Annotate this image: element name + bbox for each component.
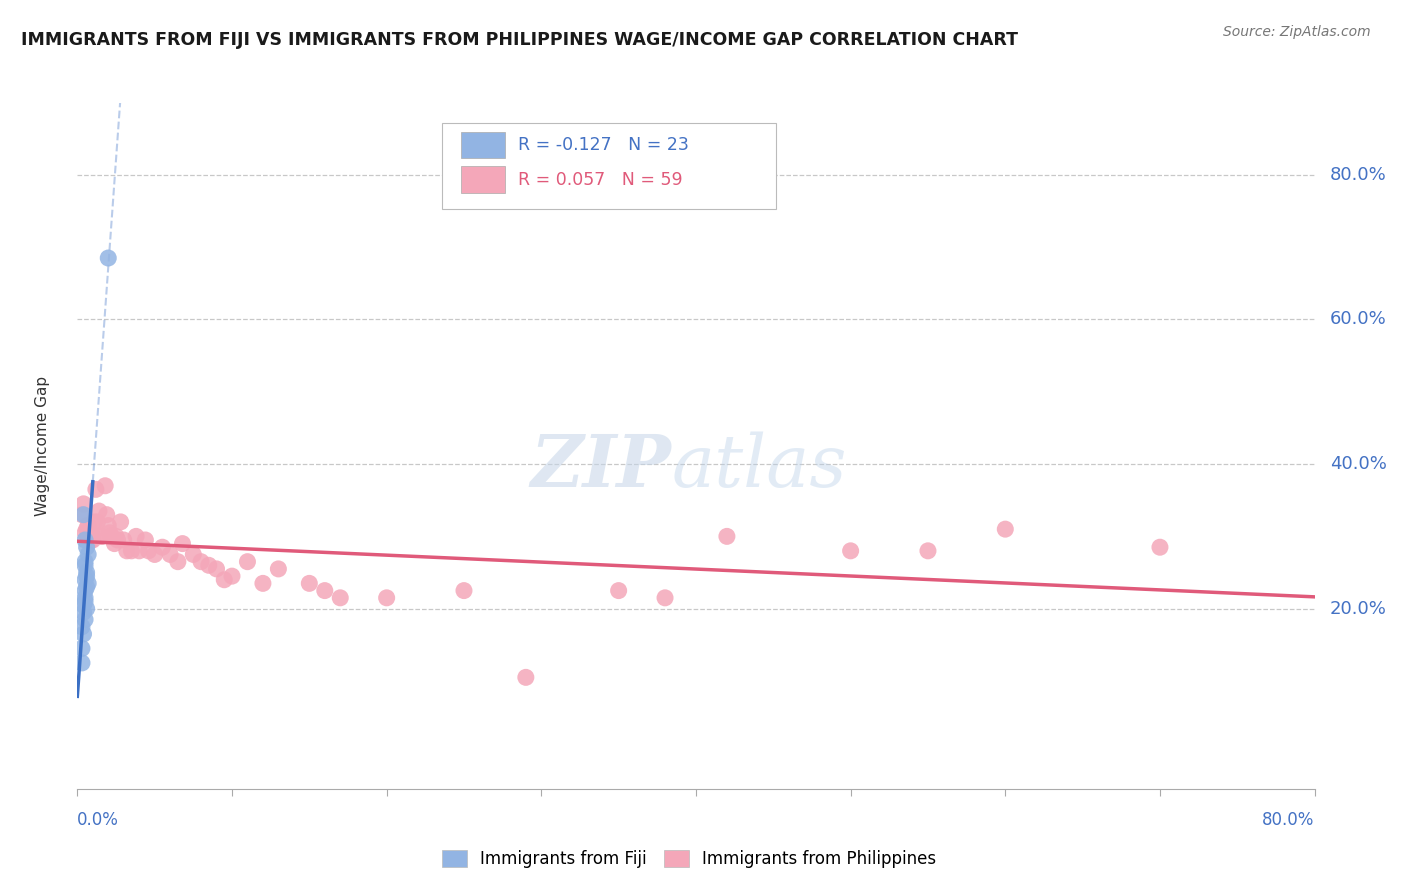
Point (75, 533, 96, 547)
Point (252, 576, 274, 591)
Point (607, 583, 630, 598)
FancyBboxPatch shape (461, 166, 505, 193)
Point (125, 529, 148, 543)
Text: IMMIGRANTS FROM FIJI VS IMMIGRANTS FROM PHILIPPINES WAGE/INCOME GAP CORRELATION : IMMIGRANTS FROM FIJI VS IMMIGRANTS FROM … (21, 31, 1018, 49)
Point (107, 533, 129, 547)
Point (221, 569, 243, 583)
FancyBboxPatch shape (461, 131, 505, 158)
Point (143, 548, 166, 562)
Text: R = 0.057   N = 59: R = 0.057 N = 59 (517, 170, 682, 188)
Point (97, 251, 120, 265)
Point (94, 479, 117, 493)
Point (75, 583, 96, 598)
Point (1149, 540, 1171, 554)
Point (103, 536, 125, 550)
Point (214, 573, 236, 587)
Point (138, 544, 160, 558)
Point (80, 533, 103, 547)
Text: ZIP: ZIP (530, 431, 671, 502)
Point (716, 529, 738, 543)
Point (82, 529, 104, 543)
Point (70, 641, 93, 656)
Point (205, 562, 228, 576)
Point (72, 627, 94, 641)
Point (183, 548, 205, 562)
Point (72, 605, 94, 619)
Point (167, 555, 190, 569)
Point (75, 613, 96, 627)
Legend: Immigrants from Fiji, Immigrants from Philippines: Immigrants from Fiji, Immigrants from Ph… (436, 843, 942, 875)
Point (82, 533, 104, 547)
Point (72, 497, 94, 511)
Text: 80.0%: 80.0% (1263, 811, 1315, 829)
Point (198, 558, 221, 573)
Point (72, 598, 94, 612)
Point (76, 580, 98, 594)
Point (70, 508, 93, 522)
Point (112, 533, 135, 547)
Point (75, 555, 96, 569)
Point (75, 558, 96, 573)
Point (172, 536, 194, 550)
Point (76, 540, 98, 554)
Point (917, 544, 939, 558)
Text: atlas: atlas (671, 432, 846, 502)
Point (96, 508, 118, 522)
FancyBboxPatch shape (443, 123, 776, 209)
Point (86, 515, 108, 529)
Point (375, 591, 398, 605)
Point (515, 670, 537, 684)
Point (134, 533, 156, 547)
Point (79, 525, 101, 540)
Text: 60.0%: 60.0% (1330, 310, 1386, 328)
Point (83, 515, 105, 529)
Point (128, 544, 150, 558)
Point (453, 583, 475, 598)
Point (298, 576, 321, 591)
Point (75, 573, 96, 587)
Point (77, 576, 100, 591)
Point (76, 601, 98, 615)
Text: 40.0%: 40.0% (1330, 455, 1386, 473)
Point (87, 504, 110, 518)
Point (77, 529, 100, 543)
Point (121, 544, 143, 558)
Point (84, 483, 107, 497)
Text: 80.0%: 80.0% (1330, 166, 1386, 184)
Point (115, 544, 138, 558)
Point (839, 544, 862, 558)
Text: Source: ZipAtlas.com: Source: ZipAtlas.com (1223, 25, 1371, 39)
Point (90, 529, 111, 543)
Point (70, 656, 93, 670)
Point (70, 620, 93, 634)
Point (76, 569, 98, 583)
Point (190, 555, 212, 569)
Point (314, 583, 336, 598)
Text: Wage/Income Gap: Wage/Income Gap (35, 376, 51, 516)
Point (159, 548, 181, 562)
Point (72, 508, 94, 522)
Point (654, 591, 676, 605)
Point (75, 525, 96, 540)
Point (105, 529, 127, 543)
Text: R = -0.127   N = 23: R = -0.127 N = 23 (517, 136, 689, 153)
Point (76, 522, 98, 536)
Point (75, 591, 96, 605)
Point (75, 594, 96, 608)
Point (77, 548, 100, 562)
Point (91, 529, 114, 543)
Point (97, 518, 120, 533)
Point (329, 591, 352, 605)
Text: 20.0%: 20.0% (1330, 599, 1386, 617)
Point (267, 562, 290, 576)
Point (77, 518, 100, 533)
Point (236, 555, 259, 569)
Point (100, 529, 122, 543)
Point (76, 566, 98, 580)
Text: 0.0%: 0.0% (77, 811, 120, 829)
Point (152, 540, 174, 554)
Point (994, 522, 1017, 536)
Point (110, 515, 132, 529)
Point (98, 525, 121, 540)
